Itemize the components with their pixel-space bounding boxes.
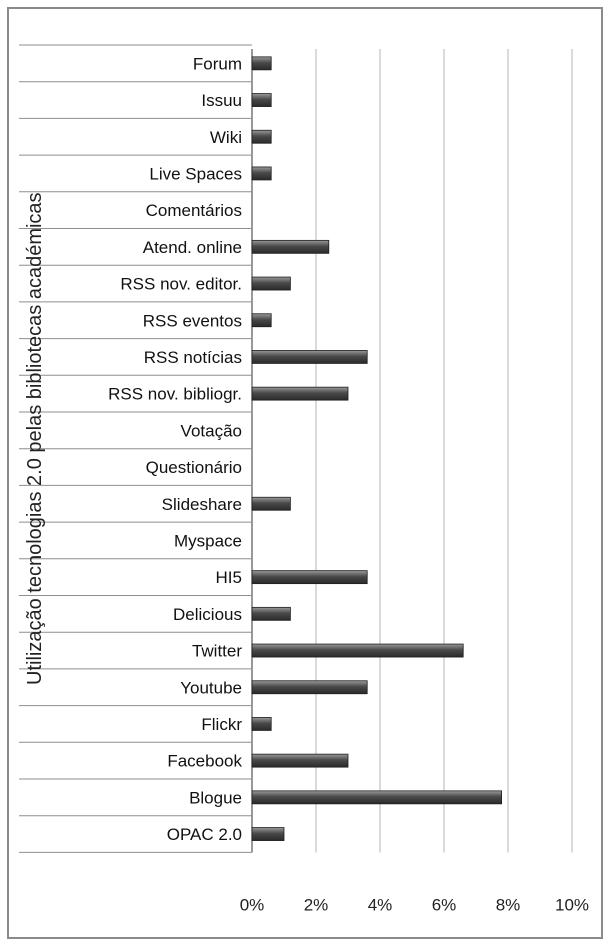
category-label: Issuu bbox=[201, 91, 242, 110]
category-label: Comentários bbox=[146, 201, 242, 220]
category-label: RSS nov. bibliogr. bbox=[108, 385, 242, 404]
chart-frame: Forum Issuu Wiki Live Spaces Comentários Aten… bbox=[7, 7, 603, 939]
category-label: Twitter bbox=[192, 642, 242, 661]
category-rows: Forum Issuu Wiki Live Spaces Comentários Aten… bbox=[19, 44, 252, 853]
bar bbox=[251, 166, 272, 181]
category-label: Delicious bbox=[173, 605, 242, 624]
horizontal-bar-chart: Forum Issuu Wiki Live Spaces Comentários Aten… bbox=[19, 44, 589, 914]
category-label: Facebook bbox=[167, 752, 242, 771]
category-label: HI5 bbox=[216, 568, 242, 587]
category-label: Questionário bbox=[146, 458, 242, 477]
bar bbox=[251, 56, 272, 71]
category-label: Myspace bbox=[174, 531, 242, 550]
bar bbox=[251, 93, 272, 107]
category-label: Forum bbox=[193, 54, 242, 73]
category-label: Youtube bbox=[180, 678, 242, 697]
bar bbox=[251, 129, 272, 144]
bar bbox=[251, 717, 272, 731]
bar bbox=[251, 790, 503, 805]
bar bbox=[251, 350, 368, 364]
x-tick-label: 2% bbox=[304, 895, 329, 914]
bar bbox=[251, 643, 464, 658]
x-tick-label: 8% bbox=[496, 895, 521, 914]
category-label: Live Spaces bbox=[149, 164, 242, 183]
x-tick-label: 4% bbox=[368, 895, 393, 914]
bar bbox=[251, 239, 330, 254]
category-label: Flickr bbox=[201, 715, 242, 734]
x-tick-label: 10% bbox=[555, 895, 589, 914]
y-axis-label: Utilização tecnologias 2.0 pelas bibliot… bbox=[24, 192, 46, 685]
bar bbox=[251, 680, 368, 695]
category-label: Atend. online bbox=[143, 238, 242, 257]
bar bbox=[251, 386, 349, 401]
category-label: OPAC 2.0 bbox=[167, 825, 242, 844]
bar bbox=[251, 570, 368, 585]
x-tick-label: 0% bbox=[240, 895, 265, 914]
category-label: Votação bbox=[181, 421, 242, 440]
x-tick-label: 6% bbox=[432, 895, 457, 914]
bar bbox=[251, 276, 291, 291]
category-label: RSS nov. editor. bbox=[120, 275, 242, 294]
category-label: Wiki bbox=[210, 128, 242, 147]
gridlines bbox=[251, 49, 573, 853]
bar bbox=[251, 606, 291, 621]
bar bbox=[251, 753, 349, 768]
category-label: RSS notícias bbox=[144, 348, 242, 367]
bar bbox=[251, 313, 272, 328]
x-tick-labels: 0% 2% 4% 6% 8% 10% bbox=[240, 895, 589, 914]
bar bbox=[251, 496, 291, 511]
category-label: Slideshare bbox=[162, 495, 242, 514]
category-label: RSS eventos bbox=[143, 311, 242, 330]
bar bbox=[251, 827, 285, 841]
category-label: Blogue bbox=[189, 788, 242, 807]
bars bbox=[251, 56, 503, 841]
